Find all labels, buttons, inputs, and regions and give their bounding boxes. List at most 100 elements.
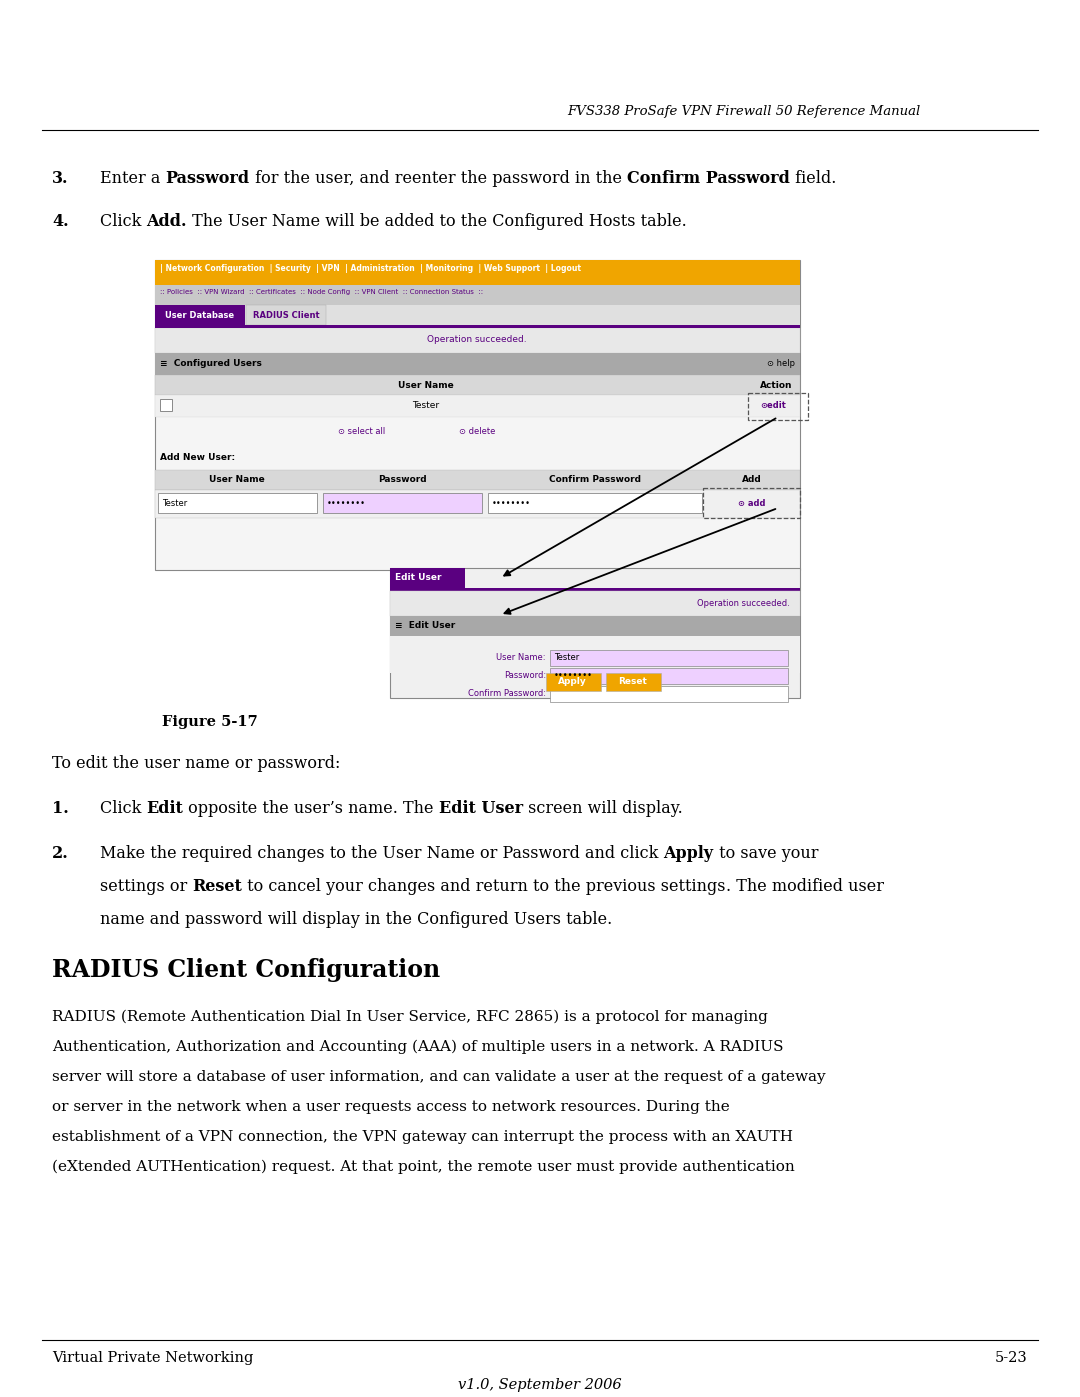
- Text: 4.: 4.: [52, 212, 69, 231]
- Text: 1.: 1.: [52, 800, 69, 817]
- Text: Edit User: Edit User: [438, 800, 523, 817]
- Text: Add New User:: Add New User:: [160, 453, 235, 462]
- Text: ⊙ help: ⊙ help: [767, 359, 795, 369]
- Text: 2.: 2.: [52, 845, 69, 862]
- Text: settings or: settings or: [100, 877, 192, 895]
- Text: Make the required changes to the User Name or Password and click: Make the required changes to the User Na…: [100, 845, 663, 862]
- Bar: [390, 569, 800, 698]
- Bar: [752, 397, 794, 415]
- Text: 3.: 3.: [52, 170, 68, 187]
- Text: Confirm Password: Confirm Password: [626, 170, 789, 187]
- Bar: [390, 569, 465, 588]
- Bar: [156, 374, 800, 395]
- Text: ⊙ select all: ⊙ select all: [338, 426, 386, 436]
- Text: Apply: Apply: [663, 845, 714, 862]
- Text: Apply: Apply: [558, 678, 588, 686]
- Text: Click: Click: [100, 212, 147, 231]
- Text: Tester: Tester: [162, 499, 187, 507]
- Text: or server in the network when a user requests access to network resources. Durin: or server in the network when a user req…: [52, 1099, 730, 1113]
- Text: Password: Password: [165, 170, 249, 187]
- Text: Reset: Reset: [192, 877, 242, 895]
- Bar: [156, 260, 800, 285]
- Bar: [545, 673, 600, 692]
- Text: User Name:: User Name:: [497, 652, 545, 662]
- Text: | Network Configuration  | Security  | VPN  | Administration  | Monitoring  | We: | Network Configuration | Security | VPN…: [160, 264, 581, 272]
- Bar: [156, 326, 800, 328]
- Bar: [703, 488, 800, 518]
- Text: Add.: Add.: [147, 212, 187, 231]
- Text: Operation succeeded.: Operation succeeded.: [698, 598, 789, 608]
- Bar: [156, 285, 800, 305]
- Text: establishment of a VPN connection, the VPN gateway can interrupt the process wit: establishment of a VPN connection, the V…: [52, 1130, 793, 1144]
- Bar: [156, 305, 800, 326]
- Text: field.: field.: [789, 170, 836, 187]
- Text: Action: Action: [759, 380, 792, 390]
- Bar: [550, 686, 787, 703]
- Text: ⊙ delete: ⊙ delete: [459, 426, 496, 436]
- Bar: [156, 353, 800, 374]
- Bar: [158, 493, 318, 513]
- Text: screen will display.: screen will display.: [523, 800, 683, 817]
- Text: To edit the user name or password:: To edit the user name or password:: [52, 754, 340, 773]
- Bar: [390, 636, 800, 673]
- Bar: [488, 493, 702, 513]
- Bar: [156, 305, 245, 326]
- Bar: [156, 395, 800, 416]
- Text: Click: Click: [100, 800, 147, 817]
- Bar: [748, 393, 808, 420]
- Text: name and password will display in the Configured Users table.: name and password will display in the Co…: [100, 911, 612, 928]
- Text: Edit: Edit: [147, 800, 184, 817]
- Text: Confirm Password:: Confirm Password:: [468, 689, 545, 697]
- Text: Operation succeeded.: Operation succeeded.: [428, 335, 527, 345]
- Text: The User Name will be added to the Configured Hosts table.: The User Name will be added to the Confi…: [187, 212, 687, 231]
- Text: Enter a: Enter a: [100, 170, 165, 187]
- Text: server will store a database of user information, and can validate a user at the: server will store a database of user inf…: [52, 1070, 825, 1084]
- Bar: [156, 260, 800, 570]
- Text: ••••••••: ••••••••: [492, 499, 531, 507]
- Text: ≡  Edit User: ≡ Edit User: [395, 622, 456, 630]
- Bar: [550, 650, 787, 666]
- Text: Add: Add: [742, 475, 761, 485]
- Text: to cancel your changes and return to the previous settings: to cancel your changes and return to the…: [242, 877, 726, 895]
- Text: Password:: Password:: [503, 671, 545, 679]
- Text: Password: Password: [378, 475, 427, 485]
- Bar: [390, 616, 800, 636]
- Text: Edit User: Edit User: [395, 574, 442, 583]
- Text: RADIUS (Remote Authentication Dial In User Service, RFC 2865) is a protocol for : RADIUS (Remote Authentication Dial In Us…: [52, 1010, 768, 1024]
- Bar: [156, 469, 800, 490]
- Text: RADIUS Client Configuration: RADIUS Client Configuration: [52, 958, 441, 982]
- Text: . The modified user: . The modified user: [726, 877, 883, 895]
- Text: ⊙edit: ⊙edit: [760, 401, 786, 411]
- Text: Tester: Tester: [554, 654, 579, 662]
- Text: ⊙ add: ⊙ add: [739, 499, 766, 507]
- Text: User Name: User Name: [399, 380, 454, 390]
- Bar: [606, 673, 661, 692]
- Text: ••••••••: ••••••••: [554, 672, 593, 680]
- Bar: [156, 490, 800, 518]
- Text: FVS338 ProSafe VPN Firewall 50 Reference Manual: FVS338 ProSafe VPN Firewall 50 Reference…: [567, 106, 920, 119]
- Bar: [390, 591, 800, 616]
- Text: ••••••••: ••••••••: [327, 499, 366, 507]
- Text: v1.0, September 2006: v1.0, September 2006: [458, 1377, 622, 1391]
- Text: Confirm Password: Confirm Password: [549, 475, 642, 485]
- Text: User Database: User Database: [165, 310, 234, 320]
- Text: Figure 5-17: Figure 5-17: [162, 715, 258, 729]
- Text: RADIUS Client: RADIUS Client: [253, 310, 320, 320]
- Bar: [550, 668, 787, 685]
- Text: Reset: Reset: [619, 678, 647, 686]
- Text: Tester: Tester: [413, 401, 440, 411]
- Text: opposite the user’s name. The: opposite the user’s name. The: [184, 800, 438, 817]
- Text: ≡  Configured Users: ≡ Configured Users: [160, 359, 261, 369]
- Text: Virtual Private Networking: Virtual Private Networking: [52, 1351, 254, 1365]
- Bar: [156, 328, 800, 353]
- Text: for the user, and reenter the password in the: for the user, and reenter the password i…: [249, 170, 626, 187]
- Bar: [708, 492, 797, 514]
- Text: (eXtended AUTHentication) request. At that point, the remote user must provide a: (eXtended AUTHentication) request. At th…: [52, 1160, 795, 1175]
- Bar: [390, 588, 800, 591]
- Text: User Name: User Name: [210, 475, 265, 485]
- Text: 5-23: 5-23: [996, 1351, 1028, 1365]
- Text: :: Policies  :: VPN Wizard  :: Certificates  :: Node Config  :: VPN Client  :: C: :: Policies :: VPN Wizard :: Certificate…: [160, 289, 483, 295]
- Text: to save your: to save your: [714, 845, 818, 862]
- Bar: [160, 400, 172, 411]
- Bar: [323, 493, 482, 513]
